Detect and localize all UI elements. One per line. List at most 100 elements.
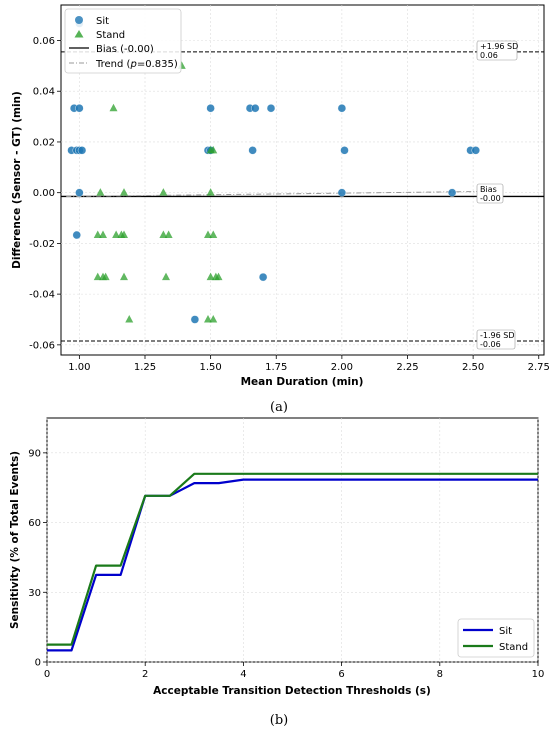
sit-point bbox=[258, 272, 268, 282]
stand-point bbox=[93, 272, 102, 281]
sit-point bbox=[77, 146, 87, 155]
stand-point bbox=[209, 314, 218, 323]
plot-b-x-axis-label: Acceptable Transition Detection Threshol… bbox=[153, 685, 431, 697]
x-tick-label: 2.50 bbox=[462, 362, 484, 373]
stand-point bbox=[209, 145, 218, 154]
y-tick-label: 0.02 bbox=[33, 137, 55, 148]
stand-point bbox=[206, 188, 215, 196]
plot-a-y-axis-label: Difference (Sensor - GT) (min) bbox=[11, 91, 23, 269]
sit-point bbox=[75, 188, 84, 197]
lower-loa-label: -1.96 SD bbox=[480, 331, 514, 340]
stand-point bbox=[159, 188, 168, 196]
plot-a-x-ticks: 1.00 1.25 1.50 1.75 2.00 2.25 2.50 2.75 bbox=[68, 355, 550, 373]
y-tick-label: 0.06 bbox=[33, 36, 55, 47]
sit-point bbox=[190, 315, 200, 324]
stand-line bbox=[47, 472, 538, 646]
stand-point bbox=[112, 230, 121, 239]
stand-point bbox=[162, 272, 170, 281]
y-tick-label: -0.04 bbox=[29, 290, 55, 301]
stand-point bbox=[120, 272, 128, 281]
bias-value: -0.00 bbox=[480, 194, 501, 203]
stand-point bbox=[120, 188, 128, 196]
sit-point bbox=[206, 104, 215, 113]
stand-point bbox=[159, 230, 168, 239]
x-tick-label: 2 bbox=[142, 669, 148, 680]
sit-point bbox=[337, 104, 347, 113]
trend-line bbox=[66, 190, 487, 197]
legend-sit-label: Sit bbox=[96, 16, 109, 27]
sit-point bbox=[447, 188, 457, 197]
y-tick-label: -0.02 bbox=[29, 239, 55, 250]
plot-b-legend: Sit Stand bbox=[457, 618, 535, 658]
plot-a-frame bbox=[60, 4, 545, 356]
sensitivity-plot: 0 2 4 6 8 10 0 30 60 90 Sit Stand Acceptable Tra… bbox=[9, 417, 545, 728]
plot-b-x-ticks: 0 2 4 6 8 10 bbox=[44, 662, 545, 680]
legend-stand-label: Stand bbox=[96, 30, 125, 41]
sit-point bbox=[72, 230, 81, 240]
stand-point bbox=[204, 230, 212, 239]
stand-point bbox=[93, 230, 102, 239]
stand-point bbox=[209, 230, 218, 239]
sit-point bbox=[248, 146, 257, 155]
bias-label: Bias bbox=[480, 185, 497, 194]
bland-altman-plot: 1.00 1.25 1.50 1.75 2.00 2.25 2.50 2.75 -0.06-0… bbox=[11, 4, 550, 415]
stand-point bbox=[125, 314, 134, 323]
sit-point bbox=[340, 146, 349, 155]
legend-bias-label: Bias (-0.00) bbox=[96, 44, 154, 55]
plot-b-grid bbox=[46, 418, 539, 663]
x-tick-label: 2.25 bbox=[396, 362, 418, 373]
lower-loa-annotation: -1.96 SD -0.06 bbox=[476, 329, 516, 350]
legend-trend-label: Trend (p=0.835) bbox=[95, 59, 178, 70]
panel-a-label: (a) bbox=[270, 400, 288, 415]
plot-b-y-ticks: 0 30 60 90 bbox=[28, 448, 47, 669]
upper-loa-annotation: +1.96 SD 0.06 bbox=[476, 40, 518, 61]
x-tick-label: 2.00 bbox=[331, 362, 353, 373]
stand-point bbox=[164, 230, 173, 239]
x-tick-label: 10 bbox=[532, 669, 545, 680]
stand-point bbox=[120, 230, 128, 239]
stand-point bbox=[101, 272, 110, 281]
x-tick-label: 1.75 bbox=[265, 362, 287, 373]
y-tick-label: 90 bbox=[28, 448, 41, 459]
legend-sit-marker bbox=[75, 16, 83, 24]
y-tick-label: 0.04 bbox=[33, 87, 55, 98]
plot-a-legend: Sit Stand Bias (-0.00) Trend (p=0.835) bbox=[64, 8, 182, 74]
x-tick-label: 6 bbox=[338, 669, 344, 680]
x-tick-label: 2.75 bbox=[528, 362, 550, 373]
stand-point bbox=[204, 314, 212, 323]
x-tick-label: 1.25 bbox=[134, 362, 156, 373]
sit-point bbox=[75, 104, 84, 113]
legend-stand-marker bbox=[74, 30, 84, 38]
plot-b-y-axis-label: Sensitivity (% of Total Events) bbox=[9, 451, 21, 629]
bias-annotation: Bias -0.00 bbox=[476, 183, 504, 204]
upper-loa-label: +1.96 SD bbox=[480, 42, 518, 51]
sit-point bbox=[471, 146, 480, 155]
y-tick-label: 0.00 bbox=[33, 188, 55, 199]
x-tick-label: 1.50 bbox=[199, 362, 221, 373]
lower-loa-value: -0.06 bbox=[480, 340, 501, 349]
panel-b-label: (b) bbox=[270, 713, 288, 728]
legend-b-stand-label: Stand bbox=[499, 642, 528, 653]
sit-point bbox=[266, 104, 276, 113]
upper-loa-value: 0.06 bbox=[480, 51, 498, 60]
plot-a-y-ticks: -0.06 -0.04 -0.02 0.00 0.02 0.04 0.06 bbox=[29, 36, 61, 351]
y-tick-label: -0.06 bbox=[29, 340, 55, 351]
x-tick-label: 8 bbox=[437, 669, 443, 680]
sit-point bbox=[251, 104, 260, 113]
sit-point bbox=[337, 188, 347, 197]
plot-a-points bbox=[67, 19, 480, 324]
legend-b-sit-label: Sit bbox=[499, 626, 512, 637]
y-tick-label: 30 bbox=[28, 588, 41, 599]
stand-point bbox=[109, 103, 118, 112]
plot-a-reference-lines bbox=[61, 51, 544, 342]
plot-a-x-axis-label: Mean Duration (min) bbox=[241, 376, 364, 388]
y-tick-label: 60 bbox=[28, 518, 41, 529]
stand-point bbox=[96, 188, 105, 196]
x-tick-label: 0 bbox=[44, 669, 50, 680]
stand-point bbox=[99, 230, 107, 239]
stand-point bbox=[206, 272, 215, 281]
x-tick-label: 4 bbox=[240, 669, 246, 680]
plot-b-lines bbox=[47, 472, 538, 652]
stand-point bbox=[214, 272, 223, 281]
